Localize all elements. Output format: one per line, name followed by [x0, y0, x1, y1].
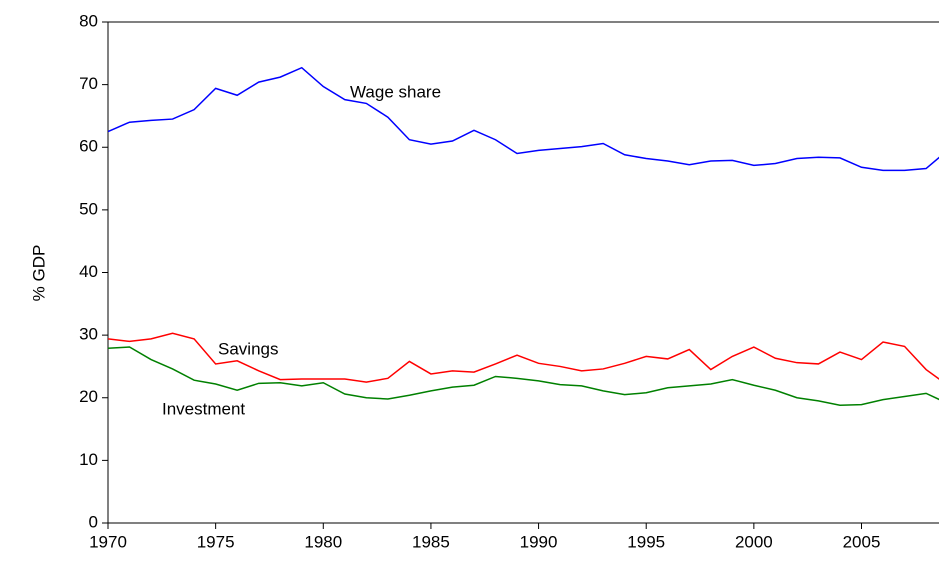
series-line — [108, 66, 939, 172]
plot-area — [108, 66, 939, 407]
series-label: Savings — [218, 339, 278, 358]
series-line — [108, 332, 939, 383]
x-tick-label: 2005 — [843, 532, 881, 551]
y-tick-label: 0 — [89, 512, 98, 531]
series-line — [108, 346, 939, 407]
y-axis-label: % GDP — [29, 245, 48, 302]
x-tick-label: 1970 — [89, 532, 127, 551]
x-tick-label: 1990 — [520, 532, 558, 551]
y-tick-label: 50 — [79, 199, 98, 218]
x-tick-label: 2000 — [735, 532, 773, 551]
y-tick-label: 70 — [79, 74, 98, 93]
y-tick-label: 20 — [79, 387, 98, 406]
x-tick-label: 1975 — [197, 532, 235, 551]
series-label: Investment — [162, 399, 245, 418]
y-tick-label: 40 — [79, 262, 98, 281]
x-tick-label: 1995 — [627, 532, 665, 551]
y-tick-label: 80 — [79, 11, 98, 30]
x-tick-label: 1980 — [304, 532, 342, 551]
series-label: Wage share — [350, 82, 441, 101]
y-tick-label: 30 — [79, 325, 98, 344]
x-tick-label: 1985 — [412, 532, 450, 551]
y-tick-label: 10 — [79, 450, 98, 469]
y-tick-label: 60 — [79, 137, 98, 156]
